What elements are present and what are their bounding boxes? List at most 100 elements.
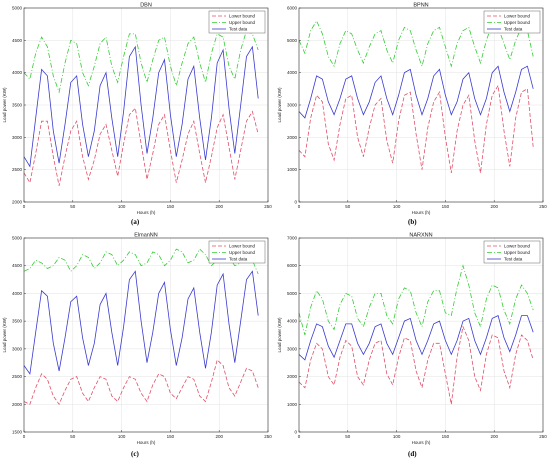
chart-panel-dbn: 0 50 100 150 200 250 2000 2500 3000 3500 4000 4500 5… — [0, 0, 275, 222]
y-tick-label: 5000 — [287, 291, 298, 296]
y-tick-label: 2000 — [287, 135, 298, 140]
x-tick-label: 0 — [298, 434, 301, 439]
legend-label-upper-bound: Upper bound — [504, 250, 531, 255]
y-tick-label: 3500 — [12, 103, 23, 108]
y-tick-label: 5000 — [287, 38, 298, 43]
x-tick-label: 100 — [393, 434, 401, 439]
legend-label-lower-bound: Lower bound — [229, 244, 256, 249]
y-axis-label: Load power (KW) — [277, 317, 282, 353]
y-tick-label: 4500 — [12, 263, 23, 268]
x-tick-label: 100 — [118, 434, 126, 439]
y-tick-label: 2500 — [12, 167, 23, 172]
x-tick-label: 0 — [23, 204, 26, 209]
x-tick-label: 200 — [215, 434, 223, 439]
axes-box — [298, 237, 544, 433]
x-tick-label: 0 — [298, 204, 301, 209]
y-tick-label: 2000 — [12, 402, 23, 407]
x-tick-label: 150 — [167, 434, 175, 439]
y-tick-label: 1500 — [12, 430, 23, 435]
legend-label-upper-bound: Upper bound — [504, 20, 531, 25]
legend-box — [483, 240, 541, 264]
y-tick-label: 3500 — [12, 319, 23, 324]
x-tick-label: 0 — [23, 434, 26, 439]
x-tick-label: 50 — [70, 204, 76, 209]
chart-panel-elmannn: 0 50 100 150 200 250 1500 2000 2500 3000 3500 4000 4… — [0, 230, 275, 452]
x-axis-label: Hours (h) — [412, 440, 431, 445]
caption-d: (d) — [408, 450, 417, 458]
y-tick-label: 3000 — [12, 135, 23, 140]
legend-label-test-data: Test data — [504, 257, 523, 262]
y-tick-label: 1000 — [287, 167, 298, 172]
x-tick-label: 100 — [393, 204, 401, 209]
x-tick-label: 150 — [442, 434, 450, 439]
series-line-lower-bound — [298, 84, 534, 173]
x-tick-label: 150 — [442, 204, 450, 209]
chart-title: DBN — [140, 3, 152, 9]
y-axis-label: Load power (KW) — [2, 87, 7, 123]
series-line-lower-bound — [23, 359, 259, 406]
y-tick-label: 0 — [294, 430, 297, 435]
y-tick-label: 6000 — [287, 263, 298, 268]
y-tick-label: 2000 — [12, 200, 23, 205]
y-tick-label: 4000 — [12, 70, 23, 75]
series-line-lower-bound — [23, 107, 259, 186]
y-axis-label: Load power (KW) — [277, 87, 282, 123]
legend-label-test-data: Test data — [229, 27, 248, 32]
x-axis-label: Hours (h) — [412, 210, 431, 215]
x-tick-label: 200 — [490, 434, 498, 439]
x-tick-label: 200 — [215, 204, 223, 209]
caption-b: (b) — [408, 218, 417, 226]
x-axis-label: Hours (h) — [137, 440, 156, 445]
series-line-lower-bound — [298, 325, 534, 405]
y-tick-label: 3000 — [287, 103, 298, 108]
x-tick-label: 250 — [539, 204, 547, 209]
y-tick-label: 2500 — [12, 374, 23, 379]
legend-label-upper-bound: Upper bound — [229, 250, 256, 255]
x-tick-label: 50 — [70, 434, 76, 439]
y-tick-label: 2000 — [287, 374, 298, 379]
series-line-upper-bound — [298, 264, 534, 336]
x-tick-label: 50 — [345, 434, 351, 439]
x-tick-label: 250 — [264, 434, 272, 439]
chart-title: ElmanNN — [134, 233, 158, 239]
legend-label-test-data: Test data — [229, 257, 248, 262]
y-tick-label: 4500 — [12, 38, 23, 43]
chart-title: NARXNN — [409, 233, 432, 239]
x-tick-label: 200 — [490, 204, 498, 209]
caption-c: (c) — [131, 450, 139, 458]
legend-box — [483, 10, 541, 34]
x-tick-label: 250 — [264, 204, 272, 209]
legend-label-lower-bound: Lower bound — [229, 14, 256, 19]
axes-box — [23, 237, 269, 433]
legend-box — [208, 10, 266, 34]
y-tick-label: 5000 — [12, 6, 23, 11]
chart-svg-bpnn: 0 50 100 150 200 250 0 1000 2000 3000 4000 5000 6000… — [277, 3, 547, 216]
legend-label-upper-bound: Upper bound — [229, 20, 256, 25]
legend-box — [208, 240, 266, 264]
y-tick-label: 0 — [294, 200, 297, 205]
y-tick-label: 5000 — [12, 236, 23, 241]
x-tick-label: 50 — [345, 204, 351, 209]
chart-svg-dbn: 0 50 100 150 200 250 2000 2500 3000 3500 4000 4500 5… — [2, 3, 272, 216]
chart-svg-elmannn: 0 50 100 150 200 250 1500 2000 2500 3000 3500 4000 4… — [2, 233, 272, 446]
y-tick-label: 1000 — [287, 402, 298, 407]
plot-area — [299, 238, 543, 432]
y-tick-label: 3000 — [287, 346, 298, 351]
y-tick-label: 4000 — [287, 319, 298, 324]
x-tick-label: 100 — [118, 204, 126, 209]
y-tick-label: 4000 — [12, 291, 23, 296]
x-axis-label: Hours (h) — [137, 210, 156, 215]
y-tick-label: 6000 — [287, 6, 298, 11]
y-tick-label: 7000 — [287, 236, 298, 241]
series-line-upper-bound — [23, 30, 259, 94]
y-tick-label: 4000 — [287, 70, 298, 75]
y-axis-label: Load power (KW) — [2, 317, 7, 353]
plot-area — [24, 238, 268, 432]
legend-label-lower-bound: Lower bound — [504, 244, 531, 249]
chart-panel-narxnn: 0 50 100 150 200 250 0 1000 2000 3000 4000 5000 6000… — [275, 230, 550, 452]
series-line-test-data — [23, 45, 259, 168]
caption-a: (a) — [131, 218, 140, 226]
series-line-test-data — [23, 270, 259, 375]
series-line-test-data — [298, 65, 534, 119]
series-line-test-data — [298, 315, 534, 361]
